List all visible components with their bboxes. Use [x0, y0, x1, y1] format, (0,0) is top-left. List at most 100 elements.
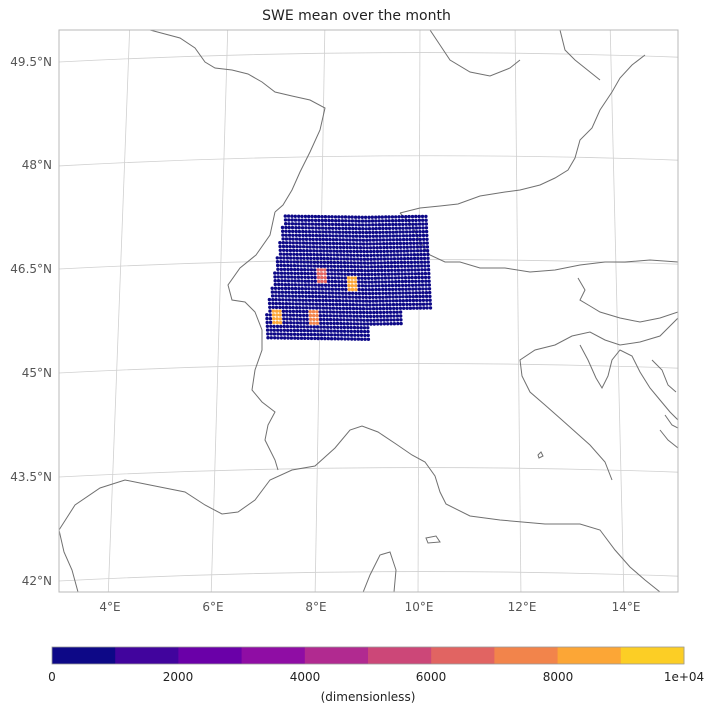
data-point [385, 242, 389, 246]
longitude-line [609, 30, 625, 592]
data-point [406, 268, 411, 272]
data-point [379, 314, 383, 318]
data-point [308, 310, 312, 314]
data-point [315, 241, 319, 245]
data-point [372, 257, 377, 261]
data-point [366, 272, 371, 277]
data-point [395, 238, 399, 242]
data-point [376, 268, 380, 273]
data-point [380, 268, 384, 273]
data-point [278, 305, 282, 310]
coastline-gulf-of-lion [59, 425, 661, 592]
data-point [272, 332, 277, 336]
data-point [269, 332, 273, 336]
data-point [279, 267, 283, 272]
data-point [304, 230, 308, 234]
data-point [337, 295, 342, 299]
data-point [359, 322, 363, 326]
data-point [358, 238, 362, 242]
data-point [382, 318, 386, 322]
data-point [289, 267, 293, 272]
data-point [333, 279, 338, 284]
data-point [424, 279, 428, 283]
data-point [357, 227, 362, 231]
data-point [381, 238, 386, 242]
data-point [428, 298, 432, 302]
data-point [311, 310, 316, 314]
data-point [288, 237, 292, 241]
data-point [355, 238, 359, 242]
data-point [396, 268, 401, 272]
data-point [388, 310, 393, 314]
data-point [287, 298, 292, 302]
data-point [346, 268, 350, 273]
data-point [335, 253, 340, 257]
data-point [337, 287, 341, 291]
data-point [275, 260, 280, 264]
data-point [416, 260, 420, 264]
data-point [400, 215, 405, 219]
data-point [349, 264, 354, 269]
data-point [312, 313, 316, 318]
data-point [282, 252, 286, 256]
data-point [382, 253, 386, 257]
data-point [329, 333, 334, 337]
data-point [385, 253, 390, 257]
data-point [294, 302, 299, 306]
data-point [281, 233, 285, 237]
data-point [369, 249, 373, 254]
data-point [368, 234, 372, 238]
data-point [275, 313, 279, 317]
data-point [314, 291, 318, 295]
data-point [371, 234, 375, 238]
data-point [303, 218, 308, 222]
data-point [349, 257, 353, 261]
data-point [286, 263, 290, 268]
data-point [375, 303, 379, 307]
data-point [421, 218, 425, 222]
data-point [324, 226, 328, 230]
data-point [377, 284, 381, 288]
data-point [420, 272, 424, 276]
data-point [404, 283, 408, 288]
data-point [283, 218, 288, 222]
data-point [325, 314, 329, 318]
data-point [330, 291, 335, 295]
data-point [309, 332, 313, 337]
colorbar-cell [494, 647, 559, 664]
data-point [357, 284, 361, 288]
data-point [271, 298, 275, 302]
lon-label-10e: 10°E [405, 600, 434, 614]
data-point [345, 314, 349, 318]
data-point [304, 306, 309, 310]
data-point [351, 242, 356, 246]
data-point [421, 287, 425, 291]
data-point [328, 317, 333, 322]
data-point [413, 268, 417, 272]
data-point [387, 283, 391, 288]
data-point [279, 336, 284, 340]
data-point [377, 280, 381, 284]
data-point [265, 328, 270, 332]
data-point [424, 294, 429, 299]
data-point [359, 318, 363, 322]
data-point [325, 249, 329, 253]
data-point [405, 249, 410, 253]
data-point [365, 303, 369, 307]
data-point [422, 249, 426, 253]
colorbar-tick-1e4: 1e+04 [664, 670, 704, 684]
data-point [391, 222, 395, 227]
data-point [418, 241, 423, 245]
data-point [351, 234, 355, 238]
data-point [323, 218, 328, 223]
data-point [348, 314, 353, 318]
data-point [420, 214, 425, 219]
data-point [411, 218, 415, 223]
data-point [331, 238, 335, 242]
data-point [268, 305, 272, 309]
data-point [322, 253, 326, 257]
data-point [278, 248, 282, 252]
data-point [356, 268, 360, 273]
data-point [362, 253, 366, 258]
data-point [366, 265, 370, 269]
